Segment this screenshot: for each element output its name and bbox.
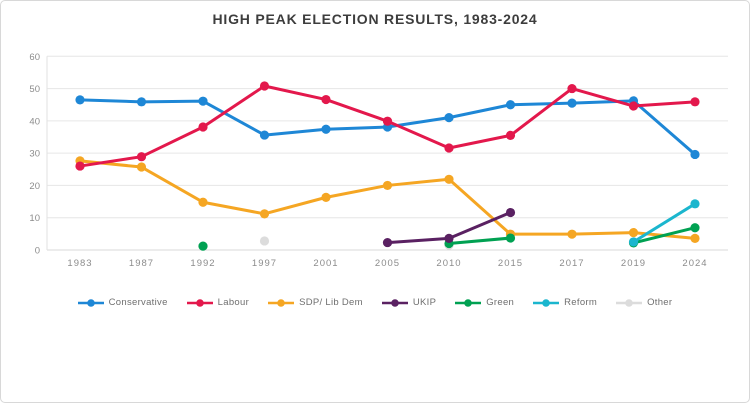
data-point-labour-1983 [75, 161, 85, 171]
sdp-lib-dem-legend-marker-icon [268, 298, 295, 307]
x-axis-tick-label: 2015 [498, 258, 523, 269]
data-point-conservative-2017 [567, 98, 577, 108]
data-point-labour-1987 [136, 152, 147, 162]
data-point-green-2024 [690, 223, 700, 233]
election-line-chart: 0 10 20 30 40 50 60 1983 1987 1992 1997 2001 2005 201… [29, 52, 728, 269]
conservative-legend-marker-icon [77, 298, 104, 307]
legend-label-labour: Labour [217, 297, 250, 308]
series-line-sdp-lib-dem [78, 159, 697, 240]
data-point-ukip-2005 [382, 237, 393, 248]
x-axis-tick-label: 2019 [621, 258, 646, 269]
legend-item-labour: Labour [186, 297, 250, 308]
series-conservative [75, 95, 700, 160]
legend-label-other: Other [647, 297, 673, 308]
legend-label-sdp-lib-dem: SDP/ Lib Dem [299, 297, 363, 308]
data-point-labour-2017 [567, 83, 577, 94]
data-point-green-2015 [505, 233, 516, 243]
data-point-labour-2015 [505, 130, 516, 140]
x-axis-tick-label: 2001 [313, 258, 338, 269]
legend-item-other: Other [616, 297, 672, 308]
green-legend-marker-icon [455, 298, 482, 307]
data-point-labour-2010 [444, 143, 454, 153]
y-axis-tick-label: 20 [29, 181, 40, 192]
series-line-reform [632, 202, 697, 244]
data-point-conservative-2015 [505, 100, 516, 110]
legend-item-ukip: UKIP [381, 297, 437, 308]
data-point-sdp-lib-dem-2017 [567, 229, 577, 239]
data-point-sdp-lib-dem-2010 [444, 174, 454, 184]
reform-legend-marker-icon [533, 298, 560, 307]
data-point-labour-1997 [259, 81, 270, 91]
data-point-conservative-1987 [136, 97, 147, 107]
data-point-conservative-1992 [198, 96, 208, 106]
data-point-sdp-lib-dem-2005 [382, 180, 393, 191]
series-reform [628, 199, 700, 247]
data-point-sdp-lib-dem-2001 [321, 192, 331, 202]
data-point-sdp-lib-dem-2024 [690, 233, 700, 243]
y-axis-tick-label: 40 [29, 116, 40, 127]
ukip-legend-marker-icon [381, 298, 408, 307]
legend-item-sdp-lib-dem: SDP/ Lib Dem [268, 297, 363, 308]
x-axis-tick-label: 1983 [67, 258, 92, 269]
legend-item-reform: Reform [533, 297, 597, 308]
data-point-green-1992 [198, 241, 208, 251]
data-point-reform-2024 [690, 199, 700, 209]
series-sdp-lib-dem [75, 156, 700, 243]
chart-legend: Conservative Labour SDP/ Lib Dem UKIP Green R… [1, 297, 749, 308]
data-point-labour-2024 [690, 97, 700, 107]
y-axis-tick-label: 10 [29, 213, 40, 224]
series-ukip [382, 207, 516, 248]
data-point-labour-1992 [198, 122, 208, 132]
data-point-labour-2001 [321, 94, 331, 105]
data-point-conservative-2024 [690, 149, 700, 160]
data-point-conservative-1983 [75, 95, 85, 105]
series-labour [75, 81, 700, 171]
other-legend-marker-icon [616, 298, 643, 307]
data-point-labour-2019 [628, 101, 639, 111]
y-axis-tick-label: 30 [29, 149, 40, 160]
x-axis-tick-label: 2010 [436, 258, 461, 269]
data-point-ukip-2010 [444, 233, 454, 243]
y-axis-tick-label: 50 [29, 84, 40, 95]
x-axis-tick-label: 1992 [190, 258, 215, 269]
legend-label-reform: Reform [564, 297, 598, 308]
x-axis-tick-label: 2017 [559, 258, 584, 269]
data-point-sdp-lib-dem-2019 [628, 227, 639, 238]
data-point-sdp-lib-dem-1997 [259, 209, 270, 219]
y-axis-tick-label: 60 [29, 52, 40, 63]
legend-item-conservative: Conservative [77, 297, 168, 308]
legend-label-green: Green [486, 297, 515, 308]
data-point-conservative-1997 [259, 130, 270, 140]
x-axis-tick-label: 2024 [682, 258, 707, 269]
data-point-other-1997 [259, 236, 270, 246]
legend-label-ukip: UKIP [412, 297, 437, 308]
x-axis-tick-label: 1987 [129, 258, 154, 269]
series-line-green [632, 226, 697, 245]
data-point-ukip-2015 [505, 207, 516, 218]
legend-label-conservative: Conservative [108, 297, 168, 308]
legend-item-green: Green [455, 297, 514, 308]
data-point-sdp-lib-dem-1992 [198, 197, 208, 207]
data-point-conservative-2010 [444, 113, 454, 123]
data-point-conservative-2001 [321, 124, 331, 134]
data-point-sdp-lib-dem-1987 [136, 162, 147, 172]
series-other [259, 236, 454, 250]
x-axis-tick-label: 2005 [375, 258, 400, 269]
labour-legend-marker-icon [186, 298, 213, 307]
chart-title: HIGH PEAK ELECTION RESULTS, 1983-2024 [212, 11, 538, 27]
y-axis-tick-label: 0 [35, 246, 40, 257]
series-line-green [447, 236, 512, 246]
data-point-reform-2019 [628, 237, 639, 247]
data-point-labour-2005 [382, 116, 393, 126]
x-axis-tick-label: 1997 [252, 258, 277, 269]
